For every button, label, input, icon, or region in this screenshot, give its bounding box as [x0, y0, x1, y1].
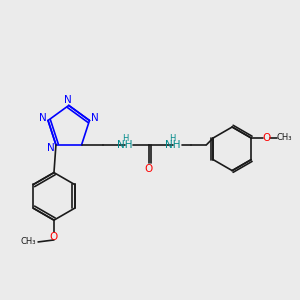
Text: N: N	[64, 95, 72, 106]
Text: N: N	[91, 112, 98, 122]
Text: H: H	[122, 134, 128, 143]
Text: O: O	[50, 232, 58, 242]
Text: H: H	[169, 134, 176, 143]
Text: NH: NH	[165, 140, 181, 150]
Text: CH₃: CH₃	[20, 237, 36, 246]
Text: N: N	[39, 112, 47, 122]
Text: N: N	[47, 143, 55, 153]
Text: O: O	[263, 133, 271, 143]
Text: CH₃: CH₃	[277, 134, 292, 142]
Text: NH: NH	[117, 140, 133, 150]
Text: O: O	[145, 164, 153, 174]
